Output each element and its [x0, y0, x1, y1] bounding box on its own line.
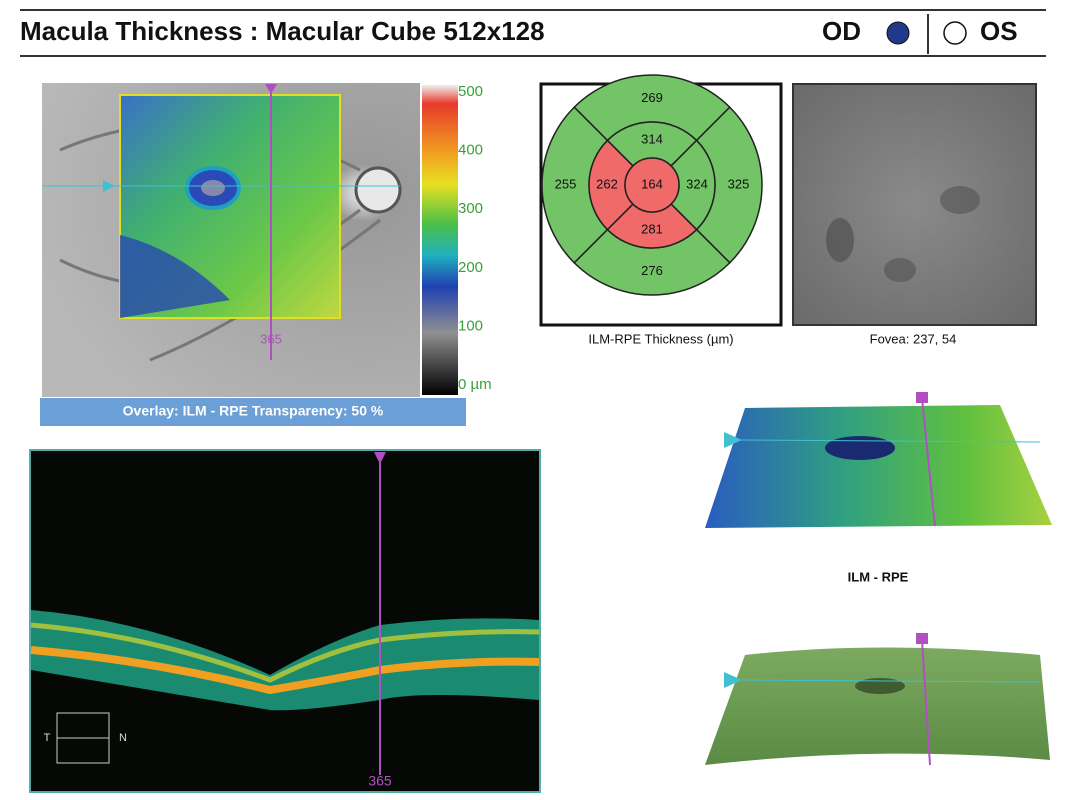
scan-marker	[103, 180, 115, 192]
scale-labels: 500 400 300 200 100 0 µm	[458, 83, 492, 393]
bscan-position: 365	[368, 773, 392, 789]
scale-label: 100	[458, 317, 483, 334]
surface-scan-v	[921, 639, 931, 766]
eye-od: OD	[822, 16, 861, 46]
fovea-image	[792, 83, 1037, 326]
surface-marker	[916, 392, 928, 403]
grid-value: 255	[555, 176, 577, 191]
rpe-layer	[30, 646, 540, 695]
surface-marker	[916, 633, 928, 644]
grid-value: 262	[596, 176, 618, 191]
surface-marker	[724, 672, 742, 688]
grid-value: 276	[641, 263, 663, 278]
grid-center	[624, 157, 680, 213]
grid-value: 269	[641, 90, 663, 105]
color-scale	[422, 85, 458, 395]
shadow	[826, 218, 854, 262]
ilm-surface	[705, 647, 1050, 765]
grid-value: 164	[641, 176, 663, 191]
shadow	[884, 258, 916, 282]
surface-scan-v	[921, 397, 936, 527]
thin-area	[120, 235, 230, 318]
scale-label: 500	[458, 83, 483, 100]
title: Macula Thickness : Macular Cube 512x128	[20, 16, 545, 46]
surface-scan-h	[739, 679, 1041, 683]
grid-value: 314	[641, 131, 663, 146]
grid-caption: ILM-RPE Thickness (µm)	[588, 331, 733, 346]
surface-marker	[724, 432, 742, 448]
nfl-layer	[30, 622, 540, 683]
thickness-surface	[705, 405, 1052, 528]
temporal: T	[44, 732, 51, 744]
scan-position: 365	[260, 331, 282, 346]
eye-os: OS	[980, 16, 1018, 46]
overlay-bar[interactable]	[40, 398, 466, 426]
grid-value: 325	[728, 176, 750, 191]
grid-value: 281	[641, 221, 663, 236]
overlay-label: Overlay: ILM - RPE Transparency: 50 %	[123, 403, 384, 419]
surface-pit	[855, 678, 905, 694]
scale-label: 200	[458, 259, 483, 276]
bscan-marker	[374, 452, 386, 464]
od-selected[interactable]	[886, 21, 910, 45]
scale-label: 400	[458, 142, 483, 159]
surface-caption: ILM - RPE	[848, 569, 909, 584]
os-unselected[interactable]	[943, 21, 967, 45]
surface-pit	[825, 436, 895, 460]
surface-scan-h	[739, 439, 1041, 443]
etdrs-grid: 269 325 276 255 314 324 281 262 164	[541, 74, 763, 296]
optic-disc	[354, 166, 402, 214]
nasal: N	[119, 732, 127, 744]
grid-value: 324	[686, 176, 708, 191]
scale-label: 300	[458, 200, 483, 217]
fovea-center	[201, 180, 225, 196]
scale-label: 0 µm	[458, 376, 492, 393]
scan-marker	[265, 84, 277, 94]
shadow	[940, 186, 980, 214]
fovea-caption: Fovea: 237, 54	[870, 331, 957, 346]
